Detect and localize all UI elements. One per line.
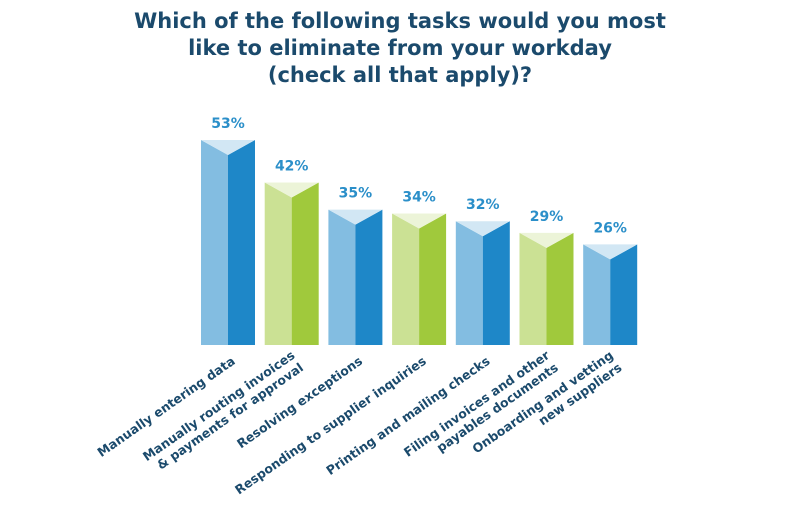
bar-right-face <box>228 140 255 345</box>
value-label: 32% <box>466 197 500 213</box>
chart-title: like to eliminate from your workday <box>188 36 612 60</box>
bar-left-face <box>328 209 356 345</box>
bar-top <box>392 213 447 229</box>
bar-left-face <box>392 213 420 345</box>
bar-top <box>519 232 574 248</box>
bar-right-face <box>610 244 638 345</box>
bar-left-face <box>519 232 547 345</box>
bar-left-face <box>583 244 611 345</box>
bar-left-face <box>201 140 228 345</box>
bar <box>455 221 510 345</box>
bar-right-face <box>419 213 447 345</box>
chart-title: (check all that apply)? <box>268 63 532 87</box>
bar-right-face <box>291 182 319 345</box>
bar-left-face <box>455 221 483 345</box>
bar-top <box>455 221 510 237</box>
value-label: 34% <box>402 189 436 205</box>
bar <box>519 232 574 345</box>
bar-right-face <box>355 209 383 345</box>
bar-left-face <box>264 182 292 345</box>
bar <box>264 182 319 345</box>
bar <box>201 140 255 345</box>
value-label: 26% <box>593 220 627 236</box>
bar-top <box>328 209 383 225</box>
value-label: 29% <box>530 209 564 225</box>
value-label: 53% <box>211 116 245 132</box>
value-label: 35% <box>339 186 373 202</box>
bar-right-face <box>482 221 510 345</box>
bar <box>392 213 447 345</box>
bar <box>328 209 383 345</box>
bar-right-face <box>546 232 574 345</box>
bar-top <box>264 182 319 198</box>
bar <box>583 244 638 345</box>
bar-top <box>201 140 255 155</box>
value-label: 42% <box>275 159 309 175</box>
chart-title: Which of the following tasks would you m… <box>134 9 666 33</box>
bar-top <box>583 244 638 260</box>
